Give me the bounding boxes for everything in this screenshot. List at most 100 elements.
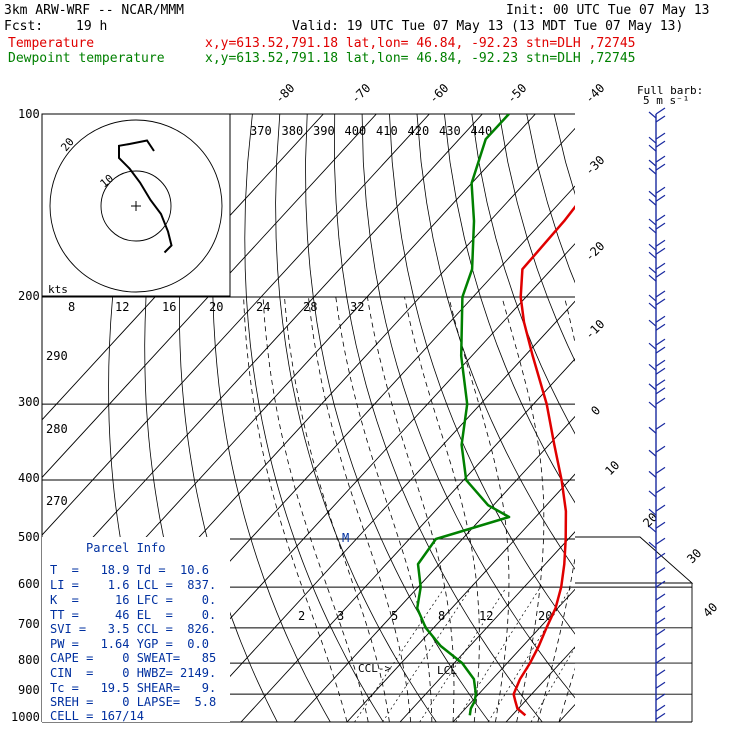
temperature-legend: Temperature (8, 36, 94, 51)
wind-barb (655, 247, 666, 255)
hodo-speed-label: 32 (350, 300, 364, 314)
wind-barb (655, 323, 666, 331)
parcel-row-2: LI = 1.6 LCL = 837. (50, 578, 216, 592)
mixing-ratio-label: 8 (438, 609, 445, 623)
wind-barb (655, 486, 666, 494)
wind-barb (655, 379, 666, 387)
isotherm-label: -70 (348, 81, 373, 106)
wind-barb (648, 319, 657, 327)
wind-barb (648, 426, 657, 434)
wind-barb (655, 552, 666, 560)
wind-barb (648, 294, 657, 302)
wind-barb (655, 693, 666, 701)
wind-barb (648, 136, 657, 144)
isotherm-label: 10 (602, 458, 622, 478)
isotherm-label: -40 (582, 81, 607, 106)
dry-adiabat (609, 114, 740, 722)
dry-adiabat (636, 114, 740, 722)
dry-adiabat (389, 114, 575, 635)
isotherm-line (612, 114, 740, 722)
wind-barb (655, 397, 666, 405)
frame-extension (575, 536, 694, 584)
isotherm-label: -10 (582, 317, 607, 342)
temperature-profile (512, 205, 575, 717)
pressure-label-700: 700 (18, 617, 40, 631)
wind-barb (655, 346, 666, 354)
parcel-row-9: Tc = 19.5 SHEAR= 9. (50, 681, 216, 695)
wind-barb (648, 198, 657, 206)
moist-adiabat (601, 297, 740, 722)
dry-adiabat (582, 114, 740, 722)
isotherm-line (240, 358, 575, 722)
wind-barb (648, 490, 657, 498)
mixing-ratio-line (419, 586, 507, 722)
wind-barb (648, 243, 657, 251)
wind-barb (655, 214, 666, 222)
isotherm-label: 0 (588, 403, 603, 418)
forecast-hour: 19 h (76, 19, 107, 34)
mixing-ratio-line (382, 586, 472, 722)
theta-e-label: 370 (250, 124, 272, 138)
isotherm-line (42, 114, 377, 479)
dry-adiabat (498, 114, 575, 362)
isotherm-label: -20 (582, 239, 607, 264)
pressure-label-900: 900 (18, 683, 40, 697)
lcl-marker: LCL (437, 664, 457, 677)
wind-barb (648, 159, 657, 167)
parcel-row-4: TT = 46 EL = 0. (50, 608, 216, 622)
hodograph-trace (118, 139, 173, 254)
wind-barb (648, 111, 657, 119)
isotherm-line (452, 588, 575, 722)
wind-barb (655, 704, 666, 712)
mixing-ratio-label: 3 (337, 609, 344, 623)
isotherm-line (558, 703, 575, 722)
wind-barb (655, 132, 666, 140)
isotherm-label: -60 (426, 81, 451, 106)
mixing-ratio-label: 12 (479, 609, 493, 623)
wind-barb (655, 521, 666, 529)
barb-legend-title: Full barb: (637, 84, 703, 97)
dry-adiabat (526, 114, 575, 284)
sounding-profiles (415, 114, 575, 717)
dry-adiabat (416, 114, 575, 570)
forecast-label: Fcst: (4, 19, 43, 34)
wind-barb (655, 387, 666, 395)
dry-adiabat (275, 114, 437, 722)
wind-barb (655, 298, 666, 306)
hodo-speed-label: 20 (209, 300, 223, 314)
wind-barb (655, 115, 666, 123)
isotherm-line (346, 473, 575, 722)
wind-barb (655, 367, 666, 375)
hodo-speed-label: 12 (115, 300, 129, 314)
dry-adiabat-label: 280 (46, 422, 68, 436)
pressure-label-200: 200 (18, 289, 40, 303)
pressure-label-800: 800 (18, 653, 40, 667)
pressure-label-600: 600 (18, 577, 40, 591)
wind-barb (655, 262, 666, 270)
wind-barb (648, 401, 657, 409)
mixing-ratio-label: 20 (538, 609, 552, 623)
dry-adiabat (333, 114, 543, 722)
wind-barb (648, 302, 657, 310)
wind-barb (648, 144, 657, 152)
dry-adiabat (361, 114, 575, 699)
wind-barb (648, 190, 657, 198)
hodograph-ring (49, 119, 223, 293)
theta-e-label: 420 (408, 124, 430, 138)
dewpoint-profile (415, 114, 511, 716)
wind-barb (655, 605, 666, 613)
dry-adiabat (664, 114, 740, 722)
wind-barb (648, 342, 657, 350)
wind-barb (648, 266, 657, 274)
wind-barb (655, 445, 666, 453)
isotherm-label: 30 (684, 546, 704, 566)
dry-adiabat-label: 270 (46, 494, 68, 508)
wind-barb (655, 712, 666, 720)
hodograph-ring (100, 170, 172, 242)
parcel-row-1: T = 18.9 Td = 10.6 (50, 563, 209, 577)
parcel-row-3: K = 16 LFC = 0. (50, 593, 216, 607)
theta-e-label: 410 (376, 124, 398, 138)
moist-adiabat (404, 296, 480, 722)
wind-barb (655, 186, 666, 194)
